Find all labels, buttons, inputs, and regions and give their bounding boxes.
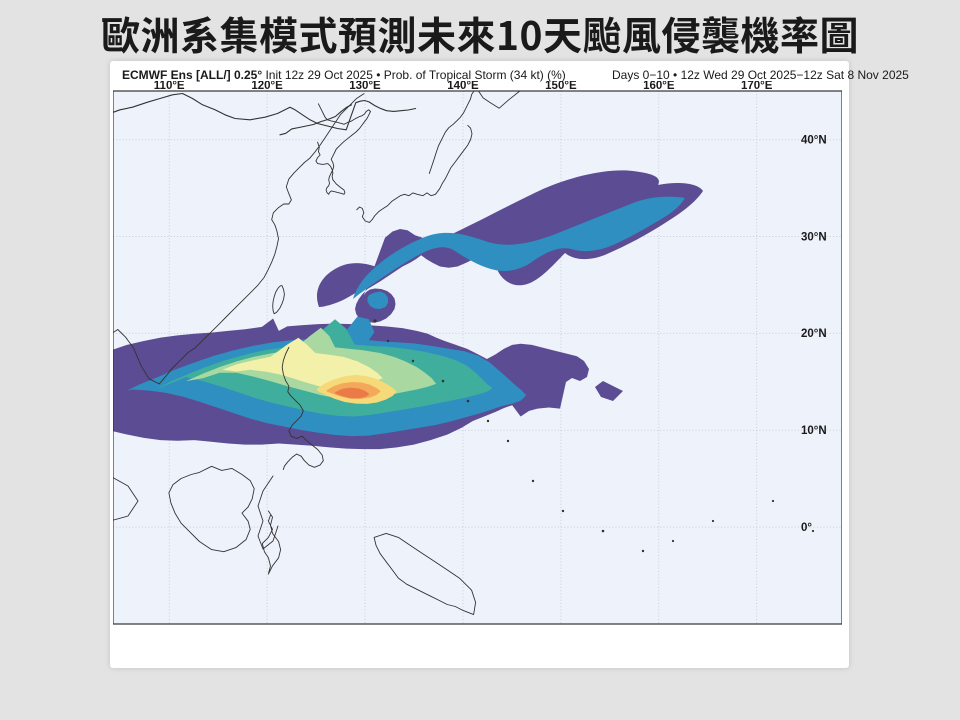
svg-text:40°N: 40°N xyxy=(801,135,827,147)
svg-text:140°E: 140°E xyxy=(447,81,479,92)
svg-text:10°N: 10°N xyxy=(801,425,827,437)
svg-text:170°E: 170°E xyxy=(741,81,773,92)
svg-text:30°N: 30°N xyxy=(801,231,827,243)
svg-text:130°E: 130°E xyxy=(349,81,381,92)
svg-text:150°E: 150°E xyxy=(545,81,577,92)
svg-text:0°: 0° xyxy=(801,522,812,534)
svg-text:160°E: 160°E xyxy=(643,81,675,92)
svg-text:110°E: 110°E xyxy=(154,81,185,92)
svg-text:20°N: 20°N xyxy=(801,328,827,340)
svg-text:120°E: 120°E xyxy=(251,81,283,92)
